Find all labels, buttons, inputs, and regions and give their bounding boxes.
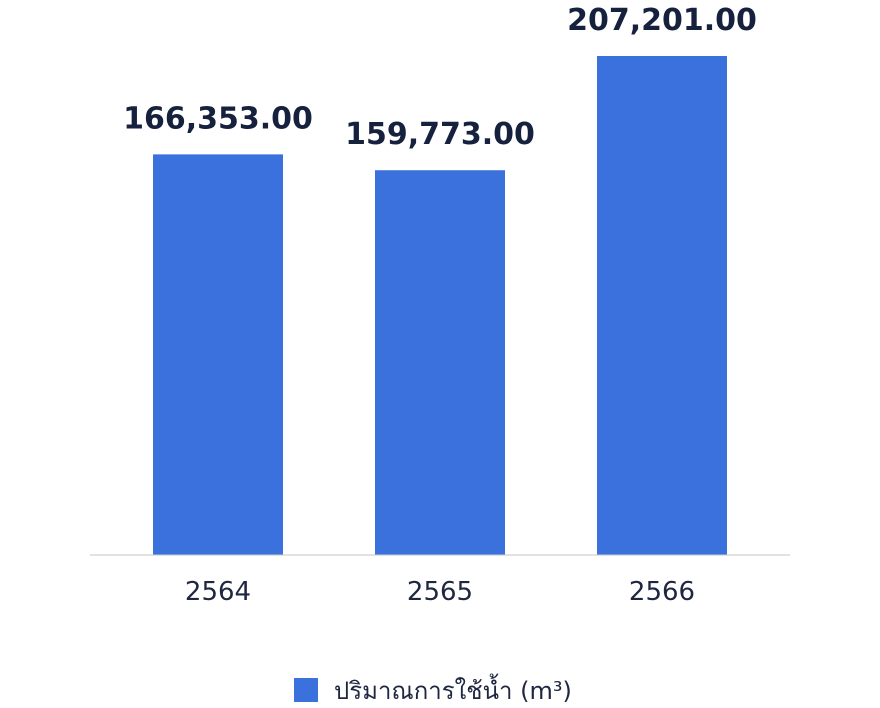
- legend-swatch: [294, 678, 318, 702]
- value-label-2565: 159,773.00: [345, 117, 535, 152]
- bar-2566: [597, 56, 727, 555]
- bar-2564: [153, 154, 283, 555]
- value-label-2564: 166,353.00: [123, 101, 313, 136]
- x-tick-label-2564: 2564: [185, 577, 251, 607]
- legend: ปริมาณการใช้น้ำ (m³): [294, 673, 572, 705]
- legend-label: ปริมาณการใช้น้ำ (m³): [334, 673, 572, 705]
- bars-group: [153, 56, 727, 556]
- value-labels-group: 166,353.00 159,773.00 207,201.00: [123, 3, 757, 152]
- value-label-2566: 207,201.00: [567, 3, 757, 38]
- x-tick-label-2565: 2565: [407, 577, 473, 607]
- x-tick-label-2566: 2566: [629, 577, 695, 607]
- x-tick-labels-group: 2564 2565 2566: [185, 577, 695, 607]
- bar-2565: [375, 170, 505, 556]
